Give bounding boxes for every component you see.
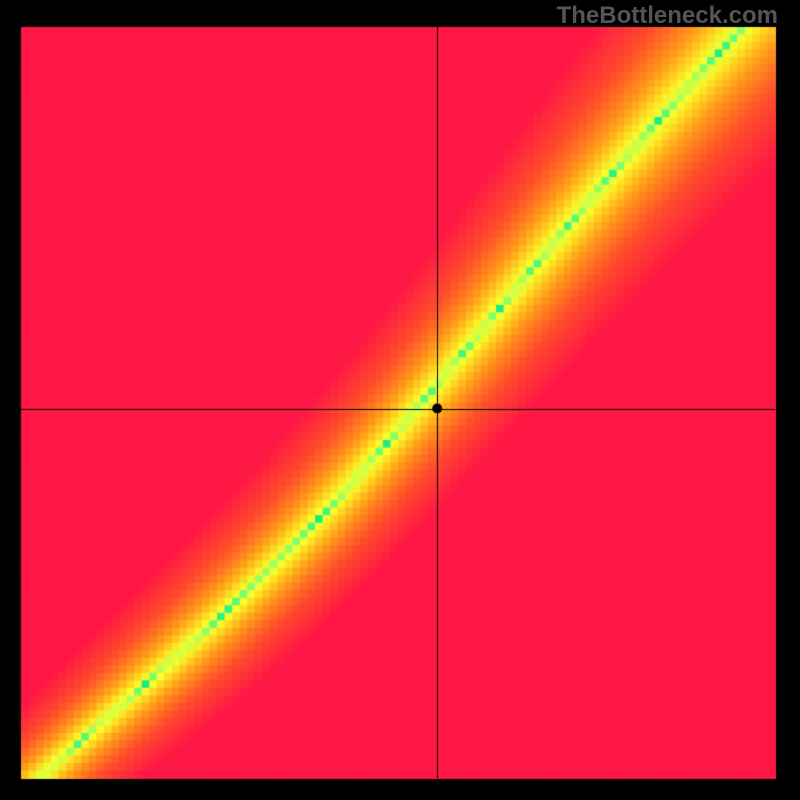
heatmap-canvas (0, 0, 800, 800)
watermark-text: TheBottleneck.com (557, 2, 778, 30)
